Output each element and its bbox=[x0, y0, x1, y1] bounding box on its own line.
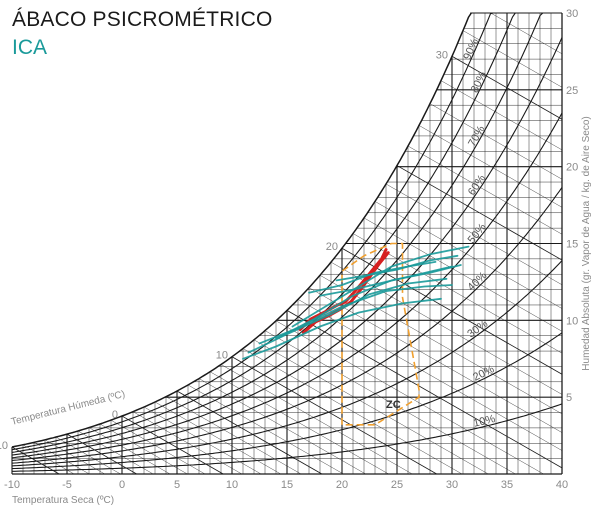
wet-bulb-line bbox=[187, 384, 344, 475]
wet-bulb-line bbox=[132, 411, 242, 475]
wet-bulb-line bbox=[55, 436, 121, 475]
wet-bulb-line bbox=[440, 80, 563, 151]
wet-bulb-lines bbox=[11, 12, 563, 475]
rh-curve-100 bbox=[11, 12, 472, 448]
wet-bulb-line bbox=[253, 339, 489, 475]
rh-curve-50 bbox=[11, 112, 563, 462]
x-tick-label: 25 bbox=[391, 479, 403, 491]
y-tick-label: 10 bbox=[566, 315, 578, 327]
rh-label: 40% bbox=[465, 270, 489, 294]
wet-bulb-line bbox=[33, 442, 90, 475]
wet-bulb-line bbox=[462, 30, 563, 88]
wet-bulb-line bbox=[44, 439, 105, 475]
wet-bulb-line bbox=[22, 444, 75, 475]
wet-bulb-label: 30 bbox=[436, 49, 448, 61]
wet-bulb-line bbox=[418, 125, 563, 208]
wet-bulb-line bbox=[363, 217, 563, 332]
wet-bulb-line bbox=[308, 287, 563, 433]
rh-curve-80 bbox=[11, 12, 516, 453]
rh-label: 50% bbox=[466, 221, 489, 246]
wet-bulb-line bbox=[143, 406, 262, 475]
wet-bulb-line bbox=[396, 165, 563, 261]
wet-bulb-line bbox=[99, 423, 188, 475]
x-tick-label: -5 bbox=[62, 479, 72, 491]
wet-bulb-line bbox=[88, 427, 171, 475]
wet-bulb-line bbox=[176, 390, 323, 475]
chart-title: ÁBACO PSICROMÉTRICO bbox=[12, 8, 273, 31]
comfort-zone: ZC bbox=[341, 242, 420, 426]
x-tick-label: 0 bbox=[119, 479, 125, 491]
rh-label: 80% bbox=[469, 70, 489, 95]
chart-subtitle: ICA bbox=[12, 36, 48, 59]
teal-series-line bbox=[319, 265, 453, 297]
comfort-zone-outline bbox=[341, 242, 420, 426]
teal-series-line bbox=[308, 261, 437, 294]
rh-label: 10% bbox=[472, 413, 496, 430]
y-tick-label: 5 bbox=[566, 392, 572, 404]
x-tick-label: 35 bbox=[501, 479, 513, 491]
teal-series-line bbox=[335, 254, 459, 282]
wet-bulb-line bbox=[407, 145, 563, 235]
wet-bulb-line bbox=[242, 348, 463, 475]
wet-bulb-line bbox=[490, 12, 563, 54]
data-series bbox=[242, 245, 470, 360]
wet-bulb-line bbox=[154, 401, 281, 475]
x-tick-label: 40 bbox=[556, 479, 568, 491]
wet-bulb-line bbox=[264, 330, 516, 475]
wet-bulb-axis-label: Temperatura Húmeda (ºC) bbox=[10, 389, 126, 428]
x-tick-label: 20 bbox=[336, 479, 348, 491]
rh-curve-40 bbox=[11, 187, 563, 464]
wet-bulb-line bbox=[385, 183, 563, 285]
wet-bulb-line bbox=[451, 55, 563, 120]
wet-bulb-label: 0 bbox=[112, 409, 118, 421]
wet-bulb-line bbox=[198, 378, 366, 475]
wet-bulb-line bbox=[110, 419, 206, 475]
wet-bulb-line bbox=[275, 320, 544, 475]
x-axis-label: Temperatura Seca (ºC) bbox=[12, 495, 114, 506]
y-axis-label: Humedad Absoluta (gr. Vapor de Agua / kg… bbox=[581, 116, 592, 370]
wet-bulb-line bbox=[66, 433, 137, 475]
x-tick-label: 5 bbox=[174, 479, 180, 491]
teal-series-line bbox=[291, 245, 470, 328]
y-tick-label: 15 bbox=[566, 239, 578, 251]
teal-series-line bbox=[242, 297, 442, 360]
wet-bulb-line bbox=[220, 364, 413, 475]
wet-bulb-line bbox=[209, 371, 389, 475]
rh-curve-60 bbox=[11, 37, 563, 459]
y-tick-label: 30 bbox=[566, 8, 578, 20]
wet-bulb-line bbox=[11, 446, 60, 475]
rh-curve-10 bbox=[12, 403, 563, 472]
wet-bulb-line bbox=[429, 103, 563, 180]
wet-bulb-line bbox=[121, 415, 224, 475]
wet-bulb-line bbox=[77, 430, 154, 475]
rh-curve-90 bbox=[11, 12, 494, 451]
rh-label: 70% bbox=[466, 124, 487, 149]
rh-curve-70 bbox=[11, 12, 544, 456]
x-tick-label: 10 bbox=[226, 479, 238, 491]
x-tick-label: -10 bbox=[4, 479, 20, 491]
wet-bulb-label: 20 bbox=[326, 241, 338, 253]
wet-bulb-line bbox=[374, 201, 563, 309]
x-tick-label: 30 bbox=[446, 479, 458, 491]
rh-curve-30 bbox=[11, 260, 563, 467]
wet-bulb-line bbox=[330, 261, 563, 395]
teal-series-line bbox=[275, 264, 462, 340]
y-tick-label: 25 bbox=[566, 85, 578, 97]
wet-bulb-line bbox=[286, 310, 563, 469]
wet-bulb-label: 10 bbox=[216, 350, 228, 362]
wet-bulb-line bbox=[341, 247, 563, 375]
x-tick-label: 15 bbox=[281, 479, 293, 491]
wet-bulb-line bbox=[165, 396, 302, 475]
y-tick-label: 20 bbox=[566, 162, 578, 174]
comfort-zone-label: ZC bbox=[386, 399, 401, 411]
rh-label: 90% bbox=[461, 37, 481, 62]
wet-bulb-label: -10 bbox=[0, 440, 8, 452]
wet-bulb-line bbox=[231, 356, 437, 475]
